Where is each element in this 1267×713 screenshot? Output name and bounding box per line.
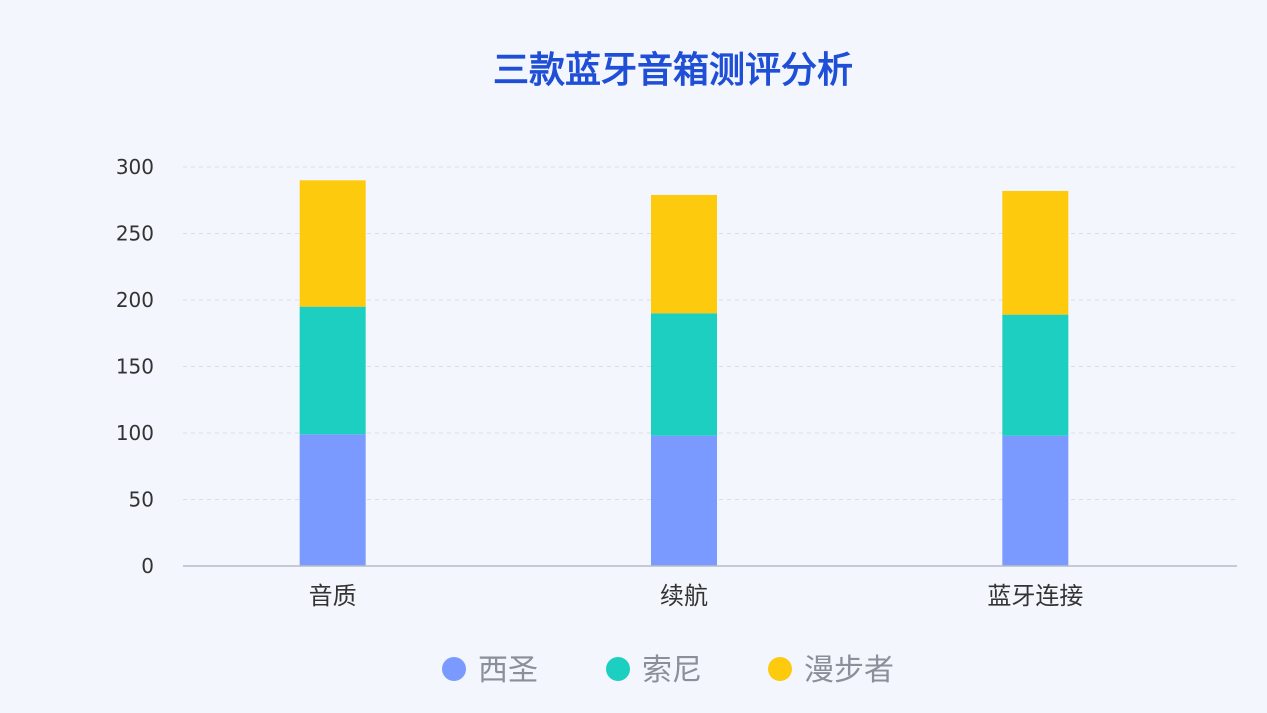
bar-3-2 — [651, 194, 717, 314]
y-tick-label: 250 — [116, 222, 154, 246]
x-tick-label: 续航 — [660, 582, 708, 610]
x-axis-labels: 音质 续航 蓝牙连接 — [309, 582, 1084, 610]
bar-2-3 — [1002, 314, 1069, 436]
y-tick-label: 150 — [116, 355, 154, 379]
bar-3-1 — [299, 180, 366, 307]
x-tick-label: 蓝牙连接 — [987, 582, 1083, 610]
chart-title: 三款蓝牙音箱测评分析 — [493, 50, 853, 91]
legend-swatch — [442, 657, 466, 681]
legend-swatch — [768, 657, 792, 681]
bars — [299, 180, 1069, 566]
y-tick-label: 300 — [116, 155, 154, 179]
y-axis-ticks: 0 50 100 150 200 250 300 — [116, 155, 154, 578]
y-tick-label: 50 — [129, 488, 154, 512]
x-tick-label: 音质 — [309, 582, 357, 610]
y-tick-label: 100 — [116, 421, 154, 445]
legend-swatch — [606, 657, 630, 681]
bar-1-3 — [1002, 435, 1069, 566]
bar-2-2 — [651, 313, 717, 436]
bar-3-3 — [1002, 190, 1069, 315]
legend: 西圣 索尼 漫步者 — [442, 653, 894, 688]
bar-1-1 — [299, 434, 366, 566]
bar-1-2 — [651, 435, 717, 566]
legend-label: 西圣 — [478, 653, 538, 688]
legend-label: 索尼 — [642, 653, 702, 688]
legend-label: 漫步者 — [804, 653, 894, 688]
y-tick-label: 0 — [141, 554, 154, 578]
y-tick-label: 200 — [116, 288, 154, 312]
bar-2-1 — [299, 306, 366, 435]
